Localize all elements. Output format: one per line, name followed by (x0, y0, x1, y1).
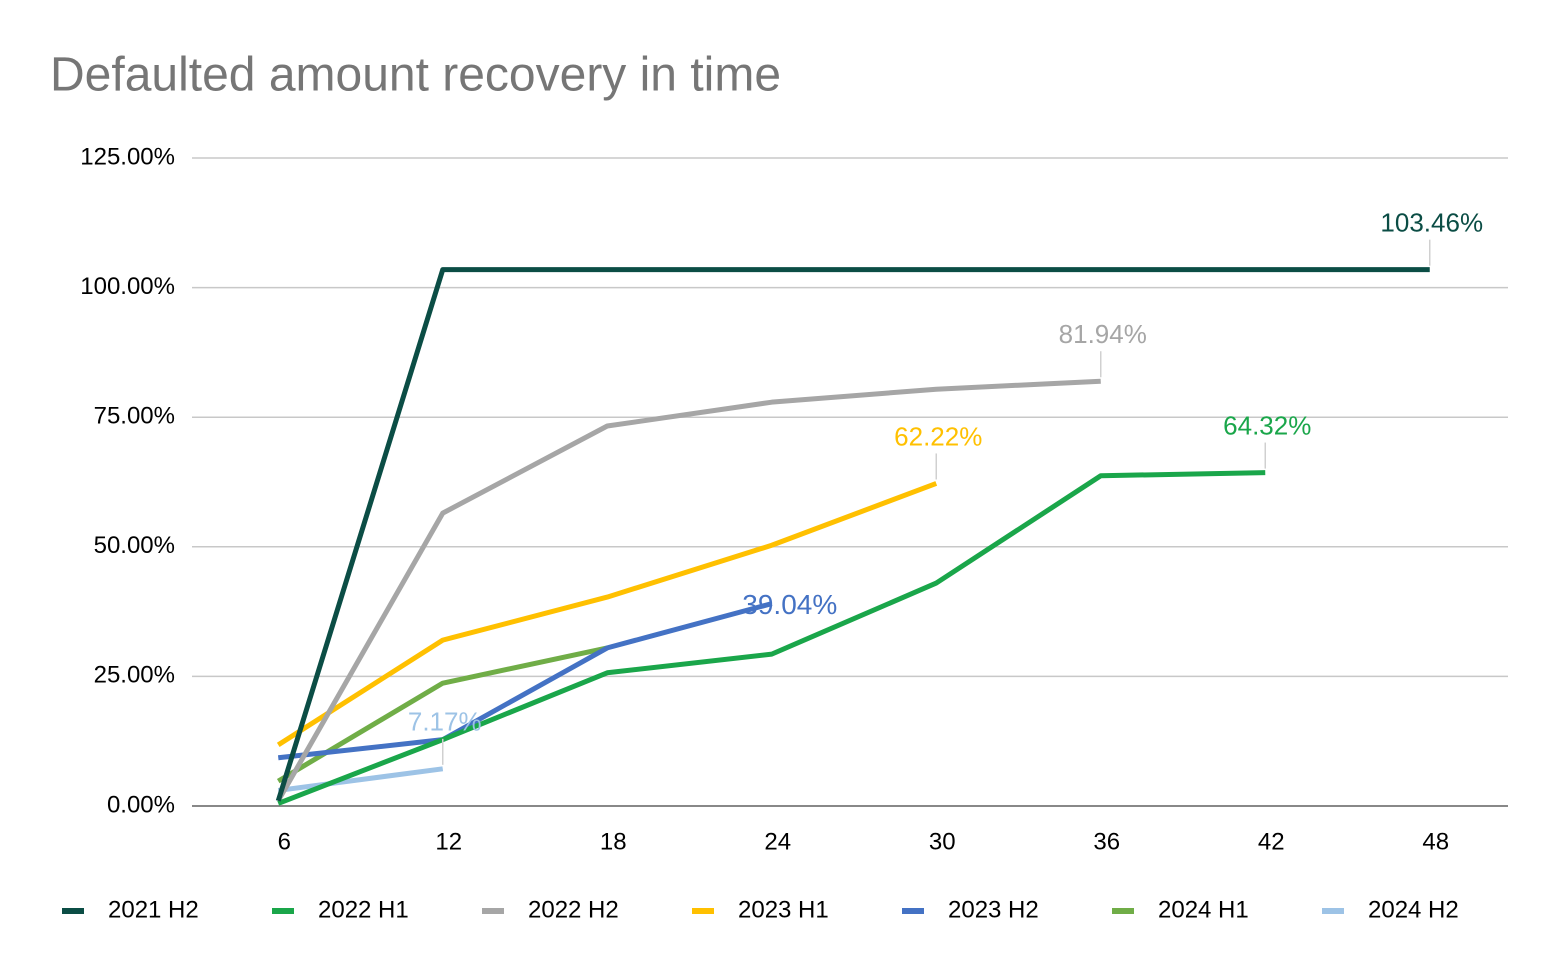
legend-label: 2023 H1 (738, 896, 829, 923)
series-line (276, 645, 608, 784)
x-tick-label: 18 (600, 828, 627, 855)
y-tick-label: 125.00% (80, 143, 175, 170)
data-label: 7.17% (408, 707, 482, 737)
data-label: 81.94% (1059, 319, 1147, 349)
x-tick-label: 30 (929, 828, 956, 855)
series-line (277, 766, 444, 793)
y-tick-label: 25.00% (94, 662, 175, 689)
chart-title: Defaulted amount recovery in time (50, 49, 781, 102)
data-label: 64.32% (1223, 410, 1311, 440)
legend-label: 2022 H2 (528, 896, 619, 923)
x-tick-label: 24 (764, 828, 791, 855)
y-tick-label: 75.00% (94, 403, 175, 430)
x-tick-label: 36 (1093, 828, 1120, 855)
data-label: 103.46% (1380, 208, 1483, 238)
legend-label: 2021 H2 (108, 896, 199, 923)
y-tick-label: 50.00% (94, 532, 175, 559)
legend-label: 2023 H2 (948, 896, 1039, 923)
data-label: 62.22% (894, 421, 982, 451)
legend-label: 2022 H1 (318, 896, 409, 923)
x-tick-label: 12 (435, 828, 462, 855)
data-label: 39.04% (742, 589, 837, 620)
y-tick-label: 0.00% (107, 791, 175, 818)
series-line (277, 470, 1266, 806)
x-tick-label: 6 (278, 828, 291, 855)
series-line (277, 601, 773, 761)
x-tick-label: 48 (1422, 828, 1449, 855)
series-line (276, 378, 1101, 803)
series-line (276, 481, 938, 747)
series-line (275, 267, 1430, 802)
legend-label: 2024 H1 (1158, 896, 1249, 923)
legend-label: 2024 H2 (1368, 896, 1459, 923)
y-tick-label: 100.00% (80, 273, 175, 300)
x-tick-label: 42 (1258, 828, 1285, 855)
